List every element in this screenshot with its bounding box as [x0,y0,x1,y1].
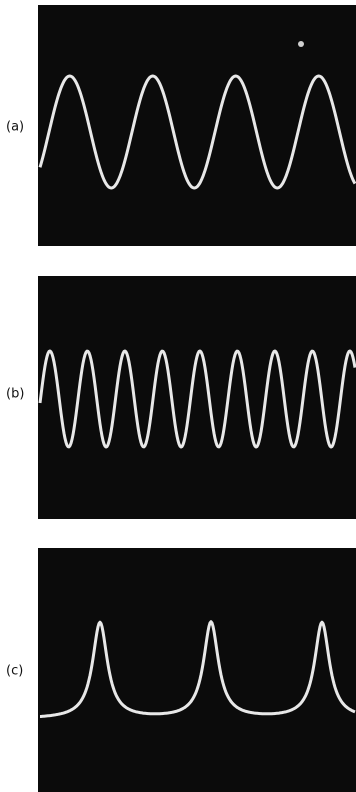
screen-c [38,548,356,792]
screen-a [38,5,356,246]
figure: (a) (b) (c) [0,0,356,792]
screen-b [38,276,356,519]
panel-label: (a) [6,120,24,135]
panel-label: (c) [6,664,23,679]
panel-label: (b) [6,387,24,402]
screen-dot [298,41,304,47]
page: (a) (b) (c) (() => { const data = JSON.p… [0,0,356,792]
